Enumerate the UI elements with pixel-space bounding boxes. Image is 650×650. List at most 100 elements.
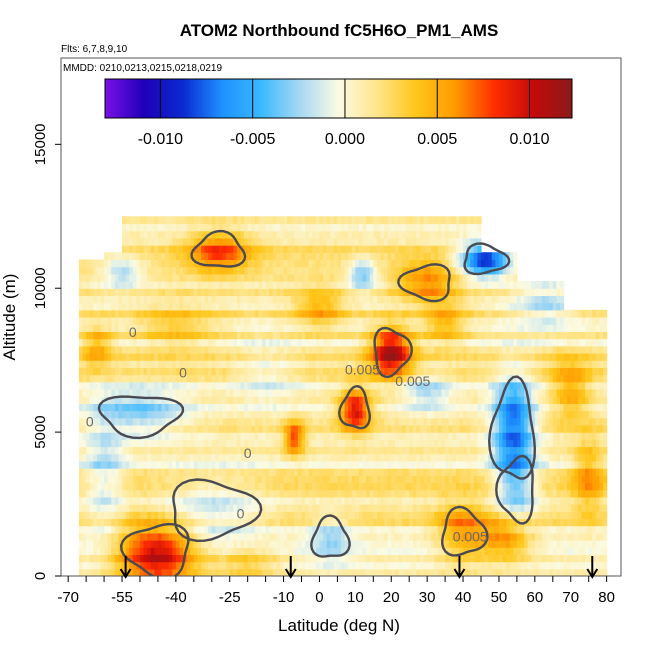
heatmap-cell	[585, 475, 590, 484]
heatmap-cell	[265, 496, 270, 505]
heatmap-cell	[484, 396, 489, 404]
heatmap-cell	[236, 475, 242, 484]
heatmap-cell	[448, 381, 453, 390]
heatmap-cell	[233, 374, 238, 383]
heatmap-cell	[236, 446, 242, 455]
heatmap-cell	[455, 360, 461, 368]
heatmap-cell	[470, 410, 475, 419]
heatmap-cell	[538, 540, 543, 548]
heatmap-cell	[319, 532, 324, 541]
heatmap-cell	[531, 532, 536, 541]
heatmap-cell	[398, 360, 403, 368]
heatmap-cell	[491, 367, 496, 376]
heatmap-cell	[323, 525, 328, 534]
heatmap-cell	[100, 475, 105, 484]
heatmap-cell	[330, 432, 335, 440]
heatmap-cell	[276, 424, 281, 433]
heatmap-cell	[423, 403, 428, 412]
heatmap-cell	[502, 403, 507, 412]
heatmap-cell	[136, 532, 141, 541]
heatmap-cell	[509, 453, 514, 462]
heatmap-cell	[524, 396, 529, 404]
heatmap-cell	[301, 374, 306, 383]
heatmap-cell	[441, 424, 446, 433]
heatmap-cell	[165, 424, 170, 433]
heatmap-cell	[599, 525, 604, 534]
heatmap-cell	[330, 367, 335, 376]
heatmap-cell	[491, 424, 496, 433]
heatmap-cell	[380, 374, 385, 383]
heatmap-cell	[279, 439, 285, 448]
heatmap-cell	[556, 482, 561, 491]
heatmap-cell	[100, 532, 105, 541]
heatmap-cell	[143, 367, 148, 376]
heatmap-cell	[441, 504, 446, 512]
heatmap-cell	[111, 331, 116, 340]
heatmap-cell	[466, 453, 471, 462]
heatmap-cell	[592, 511, 597, 520]
heatmap-cell	[132, 518, 137, 527]
heatmap-cell	[473, 360, 479, 368]
heatmap-cell	[506, 360, 511, 368]
heatmap-cell	[276, 475, 281, 484]
heatmap-cell	[595, 374, 601, 383]
heatmap-cell	[459, 540, 464, 548]
heatmap-cell	[556, 468, 561, 476]
heatmap-cell	[154, 504, 159, 512]
heatmap-cell	[581, 504, 586, 512]
heatmap-cell	[423, 540, 428, 548]
heatmap-cell	[154, 453, 159, 462]
heatmap-cell	[341, 547, 346, 556]
heatmap-cell	[491, 388, 496, 397]
heatmap-cell	[276, 417, 281, 426]
heatmap-cell	[301, 453, 306, 462]
heatmap-cell	[394, 468, 400, 476]
heatmap-cell	[384, 504, 389, 512]
heatmap-cell	[534, 532, 540, 541]
heatmap-cell	[437, 374, 443, 383]
heatmap-cell	[534, 482, 540, 491]
heatmap-cell	[226, 417, 231, 426]
heatmap-cell	[516, 468, 522, 476]
heatmap-cell	[337, 504, 342, 512]
heatmap-cell	[244, 381, 249, 390]
heatmap-cell	[323, 331, 328, 340]
heatmap-cell	[552, 547, 557, 556]
heatmap-cell	[473, 432, 479, 440]
heatmap-cell	[308, 345, 313, 354]
heatmap-cell	[208, 403, 213, 412]
heatmap-cell	[531, 331, 536, 340]
heatmap-cell	[592, 424, 597, 433]
heatmap-cell	[491, 518, 496, 527]
heatmap-cell	[186, 482, 191, 491]
heatmap-cell	[412, 518, 417, 527]
heatmap-cell	[315, 547, 321, 556]
heatmap-cell	[222, 489, 227, 498]
heatmap-cell	[495, 518, 500, 527]
heatmap-cell	[466, 446, 471, 455]
heatmap-cell	[423, 547, 428, 556]
heatmap-cell	[588, 367, 593, 376]
heatmap-cell	[262, 388, 267, 397]
heatmap-cell	[516, 554, 522, 563]
heatmap-cell	[244, 352, 249, 361]
heatmap-cell	[315, 540, 321, 548]
heatmap-cell	[387, 338, 392, 347]
heatmap-cell	[319, 554, 324, 563]
heatmap-cell	[114, 424, 120, 433]
heatmap-cell	[290, 338, 295, 347]
heatmap-cell	[301, 439, 306, 448]
heatmap-cell	[538, 360, 543, 368]
heatmap-cell	[186, 374, 191, 383]
heatmap-cell	[139, 489, 145, 498]
heatmap-cell	[265, 554, 270, 563]
heatmap-cell	[240, 374, 245, 383]
heatmap-cell	[574, 352, 579, 361]
heatmap-cell	[581, 388, 586, 397]
heatmap-cell	[477, 338, 482, 347]
heatmap-cell	[283, 504, 288, 512]
heatmap-cell	[154, 468, 159, 476]
heatmap-cell	[312, 554, 317, 563]
heatmap-cell	[247, 388, 252, 397]
heatmap-cell	[599, 489, 604, 498]
